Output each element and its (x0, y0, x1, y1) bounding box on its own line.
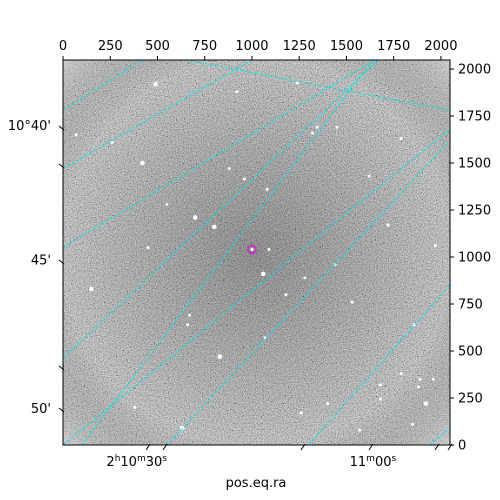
right-tick-label: 750 (458, 298, 483, 313)
right-tick-label: 500 (458, 345, 483, 360)
grid-line (63, 60, 253, 170)
top-pixel-axis: 0 250 500 750 1000 1250 1500 1750 2000 (59, 39, 457, 60)
star-point (399, 137, 403, 141)
star-point (192, 215, 198, 220)
star-point (188, 313, 192, 317)
dec-tick-label: 45' (31, 253, 51, 268)
star-point (423, 401, 429, 406)
target-marker-group (247, 244, 257, 255)
right-tick-label: 250 (458, 392, 483, 407)
ra-tick (145, 443, 151, 451)
grid-line (63, 60, 379, 359)
right-tick-label: 0 (458, 439, 466, 454)
dec-axis: 10°40' 45' 50' (8, 119, 65, 417)
grid-line (81, 60, 374, 445)
grid-line (429, 427, 450, 445)
right-tick-label: 1000 (458, 251, 491, 266)
stars (74, 81, 437, 432)
target-marker-center (250, 247, 254, 251)
top-tick-label: 1500 (330, 39, 363, 54)
star-point (133, 405, 137, 409)
ra-tick (300, 443, 306, 451)
top-tick-label: 500 (145, 39, 170, 54)
top-tick-label: 2000 (424, 39, 457, 54)
dec-tick (58, 163, 65, 169)
star-point (386, 223, 390, 227)
star-point (335, 125, 339, 129)
star-point (211, 224, 217, 230)
grid-line (308, 284, 450, 445)
star-point (310, 131, 314, 135)
dec-tick (58, 365, 65, 371)
ra-tick (368, 443, 374, 451)
star-point (235, 90, 239, 94)
dec-tick (58, 125, 65, 131)
x-axis-label: pos.eq.ra (226, 476, 287, 491)
star-point (358, 428, 362, 432)
star-point (367, 174, 371, 178)
star-point (165, 202, 169, 206)
ra-tick (162, 443, 168, 451)
grid-line (63, 60, 376, 249)
top-tick-label: 750 (192, 39, 217, 54)
star-point (153, 81, 158, 87)
ra-tick-label: 2h10m30s (106, 454, 167, 470)
grid-line (166, 140, 450, 445)
right-tick-label: 1250 (458, 204, 491, 219)
star-point (411, 422, 415, 426)
grid-line (63, 60, 143, 111)
star-point (74, 133, 78, 137)
star-point (433, 244, 437, 248)
ra-tick-label: 11m00s (350, 454, 397, 470)
ra-tick (434, 443, 440, 451)
star-point (315, 125, 319, 129)
top-tick-label: 250 (98, 39, 123, 54)
right-tick-label: 1500 (458, 157, 491, 172)
star-point (299, 411, 303, 415)
star-point (431, 377, 435, 381)
star-point (267, 247, 271, 251)
star-point (227, 167, 231, 171)
star-point (295, 81, 299, 85)
dec-tick-label: 10°40' (8, 119, 51, 134)
star-point (89, 286, 94, 292)
sky-image (63, 60, 450, 445)
dec-tick-label: 50' (31, 402, 51, 417)
target-marker (247, 244, 257, 255)
top-tick-label: 0 (59, 39, 67, 54)
star-point (326, 402, 330, 406)
star-point (265, 187, 269, 191)
ra-axis: 2h10m30s 11m00s (106, 443, 453, 470)
star-point (110, 140, 114, 144)
star-point (140, 160, 145, 166)
ra-tick (447, 443, 453, 451)
star-point (242, 177, 246, 181)
top-tick-label: 1000 (235, 39, 268, 54)
star-point (416, 385, 420, 389)
dec-tick (58, 407, 65, 413)
star-point (378, 383, 382, 387)
star-point (418, 377, 422, 381)
plot-frame (62, 59, 451, 446)
star-point (350, 300, 354, 304)
coordinate-grid (63, 60, 450, 445)
star-point (399, 372, 403, 376)
top-tick-label: 1250 (283, 39, 316, 54)
right-pixel-axis: 0 250 500 750 1000 1250 1500 1750 2000 (450, 63, 491, 454)
star-point (186, 323, 190, 327)
grid-line (63, 128, 450, 445)
star-point (261, 271, 266, 277)
star-point (217, 354, 223, 359)
star-point (378, 397, 382, 401)
top-tick-label: 1750 (377, 39, 410, 54)
star-point (284, 293, 288, 297)
star-point (146, 246, 150, 250)
star-point (303, 276, 307, 280)
right-tick-label: 1750 (458, 110, 491, 125)
right-tick-label: 2000 (458, 63, 491, 78)
dec-tick (58, 259, 65, 265)
